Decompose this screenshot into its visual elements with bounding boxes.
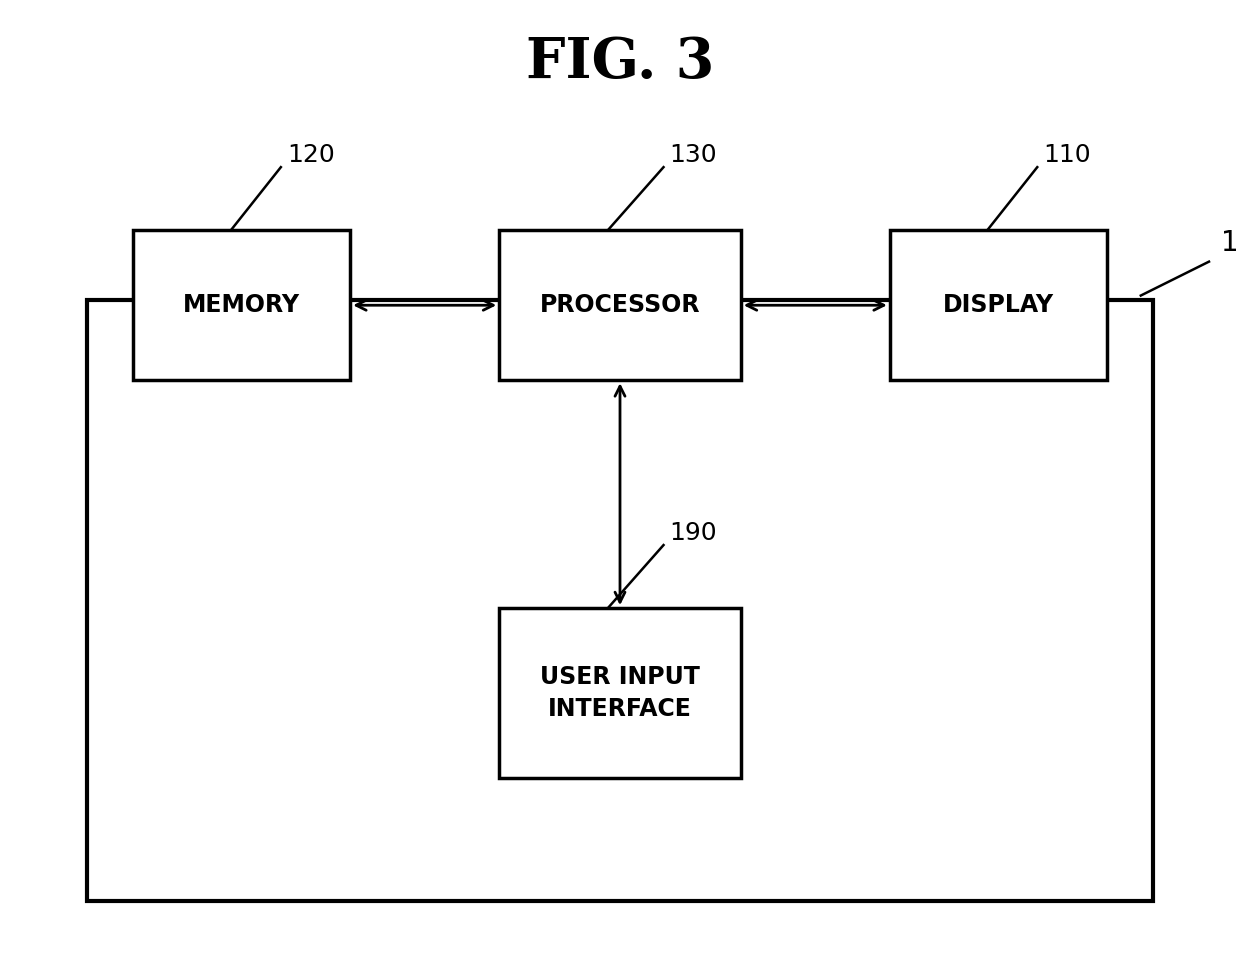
Text: 100: 100: [1221, 229, 1240, 257]
Bar: [890, 231, 1107, 381]
Bar: [134, 231, 350, 381]
Text: 120: 120: [288, 143, 335, 167]
Text: FIG. 3: FIG. 3: [526, 36, 714, 90]
Bar: [498, 231, 740, 381]
Text: MEMORY: MEMORY: [184, 294, 300, 317]
Text: 110: 110: [1044, 143, 1091, 167]
Text: 130: 130: [670, 143, 718, 167]
Text: DISPLAY: DISPLAY: [942, 294, 1054, 317]
Text: PROCESSOR: PROCESSOR: [539, 294, 701, 317]
Text: 190: 190: [670, 521, 718, 546]
Bar: [87, 300, 1153, 901]
Bar: [498, 609, 740, 777]
Text: USER INPUT
INTERFACE: USER INPUT INTERFACE: [541, 665, 699, 721]
